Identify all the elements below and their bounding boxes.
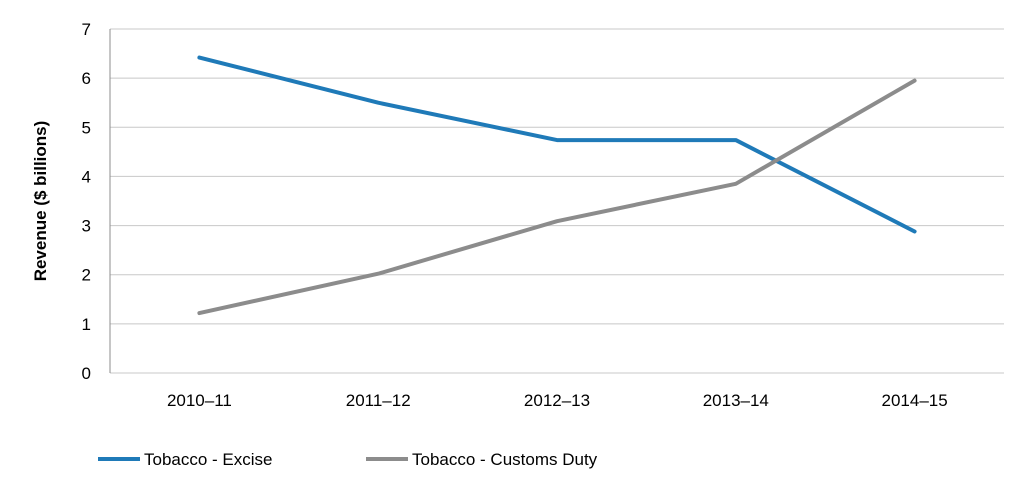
legend-label: Tobacco - Customs Duty: [412, 450, 598, 469]
series-line-1: [197, 55, 917, 234]
y-tick-label: 7: [82, 20, 91, 39]
y-tick-labels: 0 1 2 3 4 5 6 7: [82, 20, 91, 383]
y-tick-label: 2: [82, 266, 91, 285]
x-tick-label: 2012–13: [524, 391, 590, 410]
x-tick-label: 2011–12: [346, 391, 411, 410]
y-tick-label: 3: [82, 217, 91, 236]
y-tick-label: 1: [82, 315, 91, 334]
x-tick-label: 2010–11: [167, 391, 232, 410]
y-tick-label: 5: [82, 118, 91, 137]
gridlines: [110, 28, 1004, 374]
y-tick-label: 6: [82, 69, 91, 88]
legend: Tobacco - Excise Tobacco - Customs Duty: [98, 450, 598, 469]
x-tick-label: 2013–14: [703, 391, 769, 410]
y-tick-label: 4: [82, 167, 91, 186]
series-line-2: [197, 78, 917, 316]
y-axis-label: Revenue ($ billions): [31, 121, 50, 282]
x-tick-label: 2014–15: [882, 391, 948, 410]
y-tick-label: 0: [82, 364, 91, 383]
series-lines: [197, 55, 917, 316]
legend-label: Tobacco - Excise: [144, 450, 273, 469]
x-tick-labels: 2010–11 2011–12 2012–13 2013–14 2014–15: [167, 391, 948, 410]
